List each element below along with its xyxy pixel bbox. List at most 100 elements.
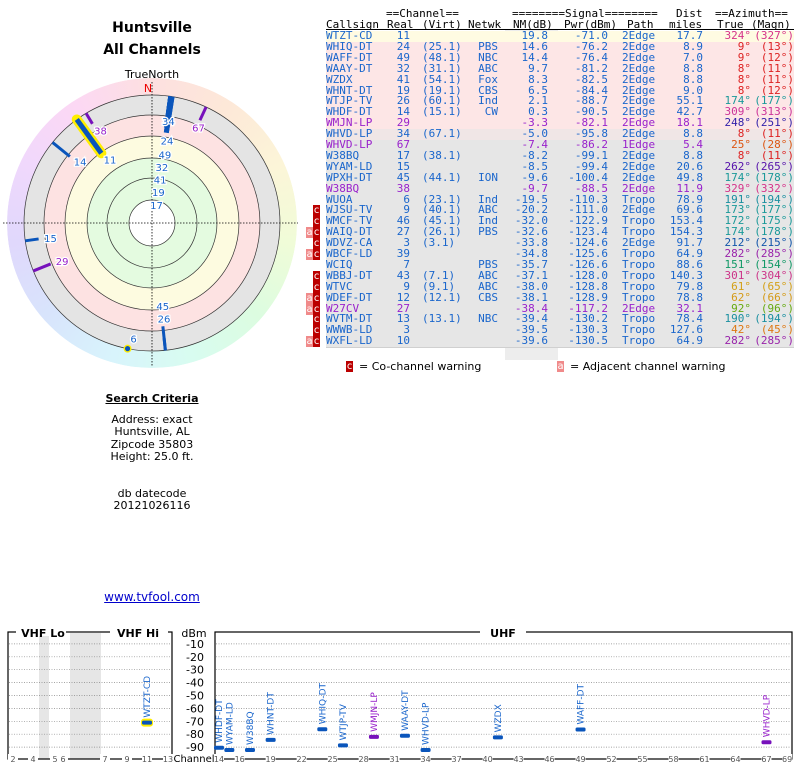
table-row[interactable]: WAAY-DT 32 (31.1) ABC 9.7 -81.2 2Edge 8.8 8° (11°… — [326, 61, 794, 76]
table-row[interactable]: WTZT-CD 11 19.8 -71.0 2Edge 17.7 324° (327°) — [326, 30, 794, 43]
cell-path: Tropo — [622, 323, 656, 337]
marker-callsign-label: WHVD-LP — [422, 702, 432, 745]
cell-call: W38BQ — [326, 181, 360, 195]
cell-dist: 5.4 — [683, 138, 703, 151]
cell-magn: (65°) — [760, 279, 794, 293]
cell-call: WMJN-LP — [326, 116, 373, 130]
cell-path: Tropo — [622, 214, 656, 228]
table-row[interactable]: WHNT-DT 19 (19.1) CBS 6.5 -84.4 2Edge 9.0 8° (12°… — [326, 83, 794, 98]
table-row[interactable]: WDEF-DT 12 (12.1) CBS -38.1 -128.9 Tropo 78.8 62… — [326, 290, 794, 305]
cell-real: 3 — [403, 323, 410, 337]
cell-pwr: -95.8 — [574, 127, 608, 141]
cell-az: 8° — [737, 148, 751, 162]
table-row[interactable]: WVTM-DT 13 (13.1) NBC -39.4 -130.2 Tropo 78.4 19… — [326, 312, 794, 327]
cell-real: 27 — [396, 225, 410, 239]
table-row[interactable]: WHVD-LP 67 -7.4 -86.2 1Edge 5.4 25° (28°) — [326, 138, 794, 152]
station-channel-label: 24 — [161, 137, 174, 148]
cell-path: 2Edge — [622, 127, 656, 141]
cell-nm: -39.6 — [514, 334, 548, 348]
cell-real: 13 — [396, 312, 410, 326]
signal-marker — [214, 745, 224, 750]
cell-nm: -38.4 — [514, 301, 548, 315]
criteria-city: Huntsville, AL — [114, 425, 190, 438]
cell-dist: 140.3 — [669, 268, 703, 282]
cell-magn: (96°) — [760, 301, 794, 315]
cell-magn: (45°) — [760, 323, 794, 337]
cell-virt: (40.1) — [422, 203, 462, 217]
tick-label-bg — [606, 754, 617, 763]
uhf-label: UHF — [490, 627, 516, 640]
cell-magn: (11°) — [760, 61, 794, 75]
cell-pwr: -124.6 — [568, 236, 608, 250]
cell-path: 2Edge — [622, 50, 656, 64]
table-row[interactable]: WMCF-TV 46 (45.1) Ind -32.0 -122.9 Tropo 153.4 1… — [326, 214, 794, 229]
vhf-hi-label: VHF Hi — [117, 627, 159, 640]
dbm-tick-label: -20 — [186, 651, 204, 664]
signal-marker — [317, 727, 328, 732]
cell-pwr: -130.2 — [568, 312, 608, 326]
channel-tick-label: 19 — [266, 755, 276, 764]
cell-pwr: -128.8 — [568, 279, 608, 293]
cell-real: 43 — [396, 268, 410, 282]
channel-tick-label: 9 — [124, 755, 129, 764]
cell-dist: 153.4 — [669, 214, 703, 228]
table-row[interactable]: WXFL-LD 10 -39.6 -130.5 Tropo 64.9 282° (285°) — [326, 334, 794, 349]
cell-pwr: -123.4 — [568, 225, 608, 239]
cell-nm: -38.0 — [514, 279, 548, 293]
marker-callsign-label: WTJP-TV — [339, 703, 349, 740]
table-row[interactable]: WTJP-TV 26 (60.1) Ind 2.1 -88.7 2Edge 55.1 174°(… — [326, 94, 794, 109]
marker-callsign-label: WHVD-LP — [762, 694, 772, 737]
cell-pwr: -86.2 — [574, 138, 608, 151]
cell-az: 282° — [724, 334, 752, 348]
cell-pwr: -90.5 — [574, 105, 608, 119]
tick-label-bg — [100, 754, 110, 763]
station-channel-label: 29 — [56, 257, 69, 268]
channel-tick-label: 40 — [482, 755, 492, 764]
cell-dist: 18.1 — [676, 116, 704, 130]
cell-real: 39 — [396, 247, 410, 260]
table-row[interactable]: WDVZ-CA 3 (3.1) -33.8 -124.6 2Edge 91.7 212° (21… — [326, 236, 794, 251]
tvfool-link[interactable]: www.tvfool.com — [104, 590, 200, 604]
table-row[interactable]: WHDF-DT 14 (15.1) CW 0.3 -90.5 2Edge 42.7 309° (3… — [326, 105, 794, 120]
cell-call: WTJP-TV — [326, 94, 373, 108]
cell-magn: (177°) — [754, 94, 794, 108]
table-row[interactable]: WWWB-LD 3 -39.5 -130.3 Tropo 127.6 42° (45°) — [326, 323, 794, 338]
dbm-tick-label: -80 — [186, 728, 204, 741]
station-channel-label: 32 — [155, 163, 168, 174]
cell-call: WAAY-DT — [326, 61, 373, 75]
adjacent-channel-legend-text: = Adjacent channel warning — [570, 360, 726, 373]
search-criteria-heading: Search Criteria — [105, 392, 199, 405]
channel-tick-label: 49 — [575, 755, 585, 764]
col-real: Real — [387, 18, 414, 31]
table-row[interactable]: WBBJ-DT 43 (7.1) ABC -37.1 -128.0 Tropo 140.3 30… — [326, 268, 794, 283]
dbm-tick-label: -60 — [186, 702, 204, 715]
tick-label-bg — [482, 754, 493, 763]
cell-dist: 9.0 — [683, 83, 703, 97]
cell-az: 301° — [724, 268, 752, 282]
cell-az: 262° — [724, 159, 752, 173]
tick-label-bg — [163, 754, 173, 763]
dbm-unit-label: dBm — [181, 627, 206, 640]
cell-virt: (3.1) — [422, 236, 456, 250]
table-row[interactable]: WBCF-LD 39 -34.8 -125.6 Tropo 64.9 282° (285°) — [326, 247, 794, 261]
header-divider — [326, 29, 794, 30]
cell-pwr: -88.5 — [574, 181, 608, 195]
station-channel-label: 19 — [152, 188, 165, 199]
cell-dist: 64.9 — [676, 247, 704, 260]
cell-dist: 78.9 — [676, 192, 704, 206]
cell-nm: -39.5 — [514, 323, 548, 337]
table-row[interactable]: WJSU-TV 9 (40.1) ABC -20.2 -111.0 2Edge 69.6 173… — [326, 203, 794, 218]
cell-real: 12 — [396, 290, 410, 304]
cell-nm: -19.5 — [514, 192, 548, 206]
cell-nm: 2.1 — [528, 94, 548, 108]
cell-net: Ind — [478, 94, 498, 108]
col-virt: (Virt) — [422, 18, 462, 31]
marker-callsign-label: WHDF-DT — [215, 699, 225, 743]
channel-tick-label: 64 — [730, 755, 740, 764]
cell-net: Ind — [478, 192, 498, 206]
table-row[interactable]: WCIQ 7 PBS -35.7 -126.6 Tropo 88.6 151° (154°) — [326, 257, 794, 272]
cell-call: WCIQ — [326, 257, 353, 271]
table-row[interactable]: WHIQ-DT 24 (25.1) PBS 14.6 -76.2 2Edge 8.9 9° (13… — [326, 40, 794, 54]
cell-real: 19 — [396, 83, 410, 97]
channel-tick-label: 61 — [699, 755, 709, 764]
